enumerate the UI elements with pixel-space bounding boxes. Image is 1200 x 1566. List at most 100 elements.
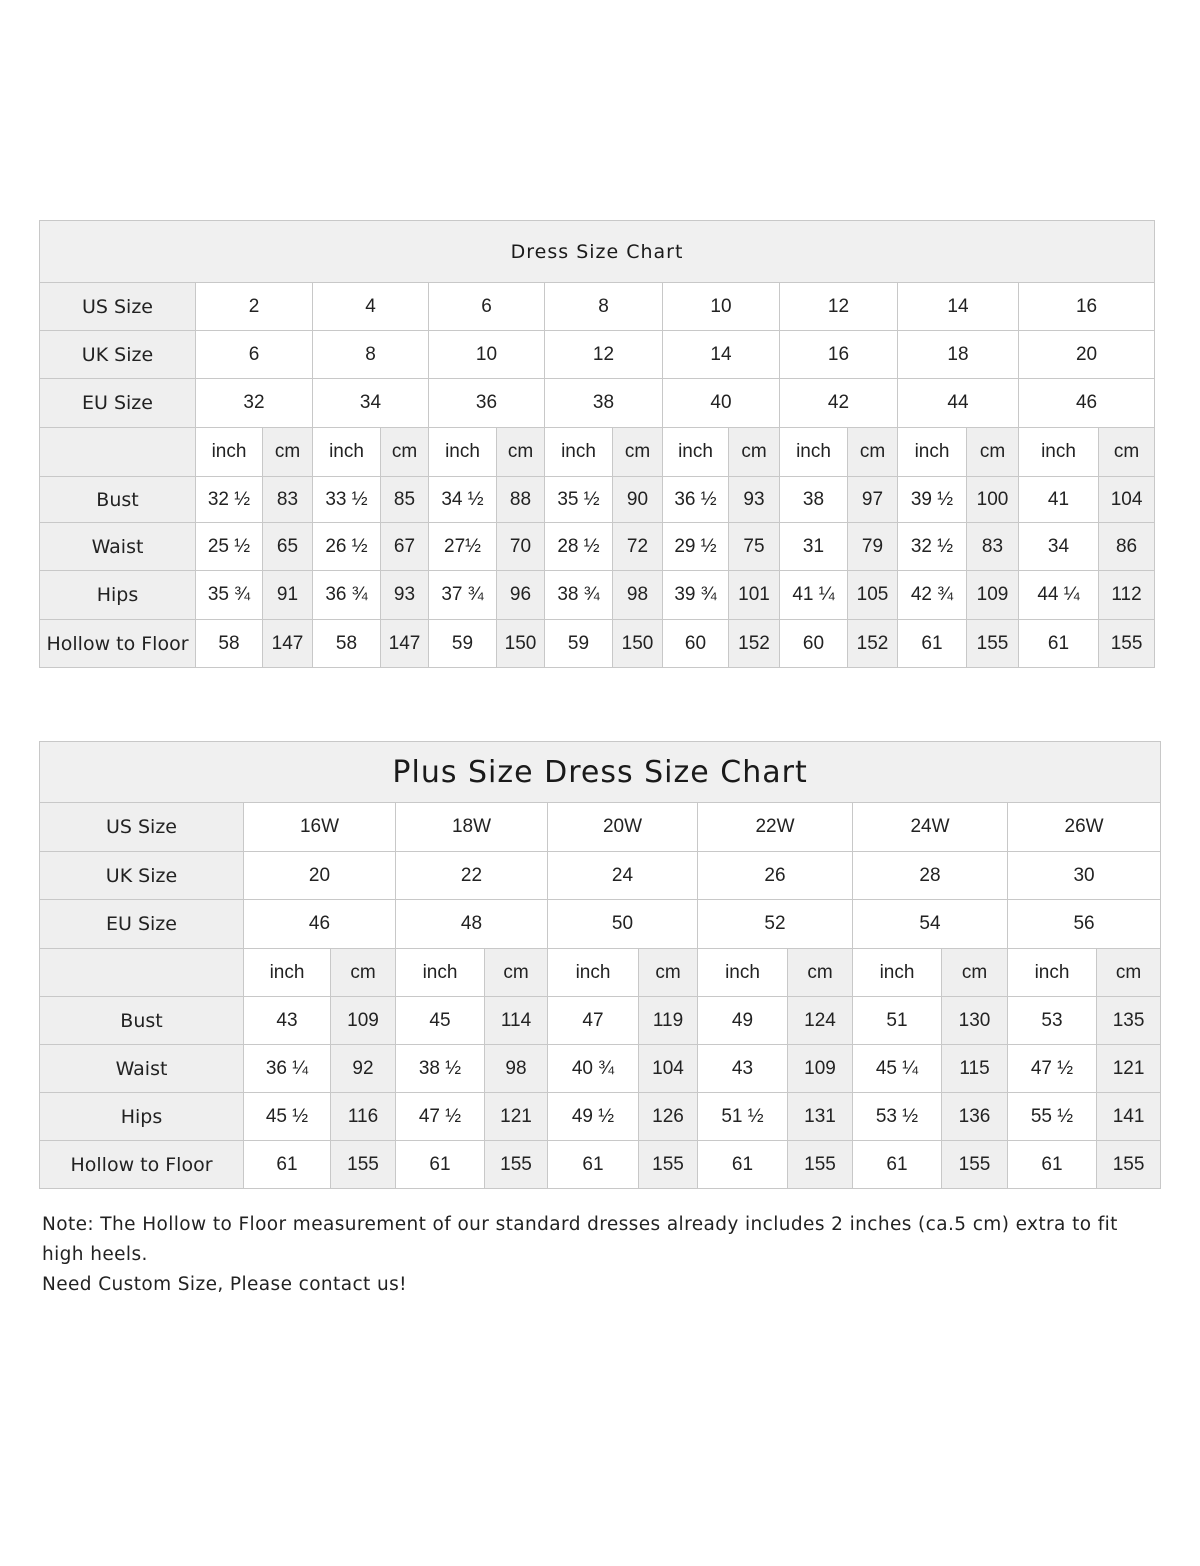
hips-cm-cell: 116 (330, 1092, 396, 1141)
waist-cm-cell: 115 (941, 1044, 1008, 1093)
hips-cm-cell: 141 (1095, 1092, 1162, 1141)
bust-cm-cell: 88 (496, 476, 545, 523)
hips-cm-cell: 98 (612, 570, 663, 620)
uk-size-cell: 12 (544, 330, 663, 379)
waist-inch-cell: 47 ½ (1007, 1044, 1097, 1093)
row-eu-size: EU Size 32 34 36 38 40 42 44 46 (39, 378, 1156, 428)
hollow-cm-cell: 152 (728, 619, 780, 668)
waist-inch-cell: 29 ½ (662, 522, 729, 571)
waist-cm-cell: 75 (728, 522, 780, 571)
bust-inch-cell: 34 ½ (428, 476, 497, 523)
unit-cm: cm (496, 427, 545, 477)
waist-inch-cell: 28 ½ (544, 522, 613, 571)
bust-cm-cell: 85 (380, 476, 429, 523)
unit-inch: inch (1007, 948, 1097, 997)
hips-inch-cell: 42 ¾ (897, 570, 967, 620)
eu-size-cell: 46 (1017, 378, 1156, 428)
unit-inch: inch (697, 948, 788, 997)
waist-inch-cell: 27½ (428, 522, 497, 571)
us-size-cell: 12 (779, 282, 898, 331)
hollow-inch-cell: 61 (897, 619, 967, 668)
hips-inch-cell: 53 ½ (852, 1092, 942, 1141)
bust-inch-cell: 38 (779, 476, 848, 523)
hollow-inch-cell: 61 (1018, 619, 1099, 668)
waist-inch-cell: 25 ½ (195, 522, 263, 571)
hollow-cm-cell: 155 (638, 1140, 698, 1189)
waist-cm-cell: 70 (496, 522, 545, 571)
row-uk-size: UK Size 6 8 10 12 14 16 18 20 (39, 330, 1156, 379)
hollow-inch-cell: 60 (662, 619, 729, 668)
uk-size-cell: 14 (662, 330, 780, 379)
bust-inch-cell: 39 ½ (897, 476, 967, 523)
waist-inch-cell: 36 ¼ (243, 1044, 331, 1093)
unit-cm: cm (1097, 427, 1156, 477)
waist-cm-cell: 98 (484, 1044, 548, 1093)
uk-size-cell: 20 (243, 851, 396, 900)
row-label: US Size (39, 802, 244, 852)
hips-inch-cell: 45 ½ (243, 1092, 331, 1141)
hips-cm-cell: 101 (728, 570, 780, 620)
uk-size-cell: 18 (897, 330, 1019, 379)
us-size-cell: 22W (697, 802, 853, 852)
bust-inch-cell: 51 (852, 996, 942, 1045)
bust-cm-cell: 124 (787, 996, 853, 1045)
hips-cm-cell: 112 (1097, 570, 1156, 620)
row-label: Hips (39, 570, 196, 620)
hips-cm-cell: 105 (847, 570, 898, 620)
hollow-cm-cell: 155 (941, 1140, 1008, 1189)
hips-cm-cell: 96 (496, 570, 545, 620)
unit-cm: cm (612, 427, 663, 477)
bust-cm-cell: 83 (262, 476, 313, 523)
uk-size-cell: 30 (1006, 851, 1162, 900)
us-size-cell: 20W (547, 802, 698, 852)
row-hips: Hips 45 ½ 116 47 ½ 121 49 ½ 126 51 ½ 131 53 ½ 136 5… (39, 1092, 1162, 1141)
hips-cm-cell: 136 (941, 1092, 1008, 1141)
eu-size-cell: 44 (897, 378, 1019, 428)
hollow-inch-cell: 59 (544, 619, 613, 668)
row-label (39, 948, 244, 997)
row-eu-size: EU Size 46 48 50 52 54 56 (39, 899, 1162, 949)
waist-cm-cell: 92 (330, 1044, 396, 1093)
hips-cm-cell: 93 (380, 570, 429, 620)
hollow-inch-cell: 61 (852, 1140, 942, 1189)
row-us-size: US Size 16W 18W 20W 22W 24W 26W (39, 802, 1162, 852)
eu-size-cell: 46 (243, 899, 396, 949)
row-bust: Bust 43 109 45 114 47 119 49 124 51 130 53 135 (39, 996, 1162, 1045)
hollow-cm-cell: 155 (787, 1140, 853, 1189)
row-uk-size: UK Size 20 22 24 26 28 30 (39, 851, 1162, 900)
hips-inch-cell: 39 ¾ (662, 570, 729, 620)
waist-cm-cell: 67 (380, 522, 429, 571)
us-size-cell: 18W (395, 802, 548, 852)
hips-inch-cell: 51 ½ (697, 1092, 788, 1141)
uk-size-cell: 6 (195, 330, 313, 379)
hips-cm-cell: 126 (638, 1092, 698, 1141)
hips-inch-cell: 36 ¾ (312, 570, 381, 620)
waist-cm-cell: 104 (638, 1044, 698, 1093)
hollow-cm-cell: 147 (380, 619, 429, 668)
hips-inch-cell: 47 ½ (395, 1092, 485, 1141)
uk-size-cell: 10 (428, 330, 545, 379)
uk-size-cell: 8 (312, 330, 429, 379)
eu-size-cell: 48 (395, 899, 548, 949)
hollow-cm-cell: 152 (847, 619, 898, 668)
hips-inch-cell: 38 ¾ (544, 570, 613, 620)
unit-inch: inch (662, 427, 729, 477)
hollow-cm-cell: 155 (330, 1140, 396, 1189)
waist-inch-cell: 31 (779, 522, 848, 571)
row-label: Hollow to Floor (39, 1140, 244, 1189)
unit-inch: inch (1018, 427, 1099, 477)
unit-cm: cm (787, 948, 853, 997)
row-label: EU Size (39, 378, 196, 428)
us-size-cell: 16W (243, 802, 396, 852)
row-waist: Waist 25 ½ 65 26 ½ 67 27½ 70 28 ½ 72 29 ½ 75 31 79 32… (39, 522, 1156, 571)
uk-size-cell: 28 (852, 851, 1008, 900)
hollow-inch-cell: 61 (395, 1140, 485, 1189)
eu-size-cell: 36 (428, 378, 545, 428)
row-label: Bust (39, 996, 244, 1045)
uk-size-cell: 16 (779, 330, 898, 379)
unit-inch: inch (312, 427, 381, 477)
row-waist: Waist 36 ¼ 92 38 ½ 98 40 ¾ 104 43 109 45 ¼ 115 47 ½… (39, 1044, 1162, 1093)
eu-size-cell: 56 (1006, 899, 1162, 949)
unit-cm: cm (966, 427, 1019, 477)
bust-inch-cell: 35 ½ (544, 476, 613, 523)
